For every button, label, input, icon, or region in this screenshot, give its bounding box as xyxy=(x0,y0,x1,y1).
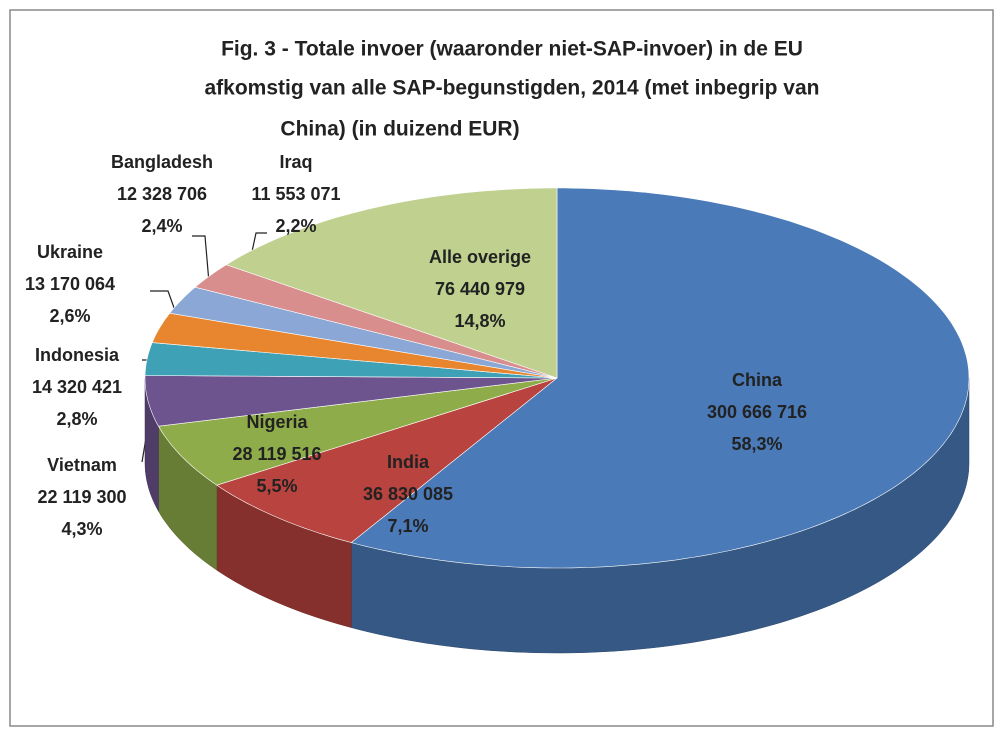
value-label: 12 328 706 xyxy=(117,184,207,204)
value-label: 14 320 421 xyxy=(32,377,122,397)
slice-label: India xyxy=(387,452,430,472)
slice xyxy=(350,187,970,569)
slice-label: Nigeria xyxy=(246,412,308,432)
value-label: 28 119 516 xyxy=(232,444,321,464)
slice xyxy=(144,375,558,427)
slice-label: Bangladesh xyxy=(111,152,213,172)
chart-title: China) (in duizend EUR) xyxy=(280,118,519,141)
slice-tops xyxy=(144,187,970,569)
chart-title: afkomstig van alle SAP-begunstigden, 201… xyxy=(205,77,820,100)
slice-label: Vietnam xyxy=(47,455,117,475)
slice xyxy=(151,312,558,379)
slice xyxy=(158,377,558,486)
percentage-label: 7,1% xyxy=(387,516,428,536)
percentage-label: 5,5% xyxy=(256,476,297,496)
slice-label: Ukraine xyxy=(37,242,103,262)
slice-label: Alle overige xyxy=(429,247,531,267)
percentage-label: 2,2% xyxy=(275,216,316,236)
value-label: 13 170 064 xyxy=(25,274,115,294)
slice-sides xyxy=(144,377,970,654)
value-label: 76 440 979 xyxy=(435,279,525,299)
percentage-label: 2,8% xyxy=(56,409,97,429)
slice xyxy=(225,187,558,379)
slice-label: China xyxy=(732,370,783,390)
slice-label: Indonesia xyxy=(35,345,120,365)
value-label: 300 666 716 xyxy=(707,402,807,422)
slice-label: Iraq xyxy=(279,152,312,172)
chart-title: Fig. 3 - Totale invoer (waaronder niet-S… xyxy=(221,38,803,61)
value-label: 11 553 071 xyxy=(251,184,340,204)
slice xyxy=(216,377,558,543)
percentage-label: 14,8% xyxy=(454,311,505,331)
percentage-label: 4,3% xyxy=(61,519,102,539)
percentage-label: 2,6% xyxy=(49,306,90,326)
percentage-label: 58,3% xyxy=(731,434,782,454)
slice xyxy=(194,264,558,379)
percentage-label: 2,4% xyxy=(141,216,182,236)
value-label: 36 830 085 xyxy=(363,484,453,504)
slice xyxy=(169,286,558,379)
value-label: 22 119 300 xyxy=(37,487,126,507)
